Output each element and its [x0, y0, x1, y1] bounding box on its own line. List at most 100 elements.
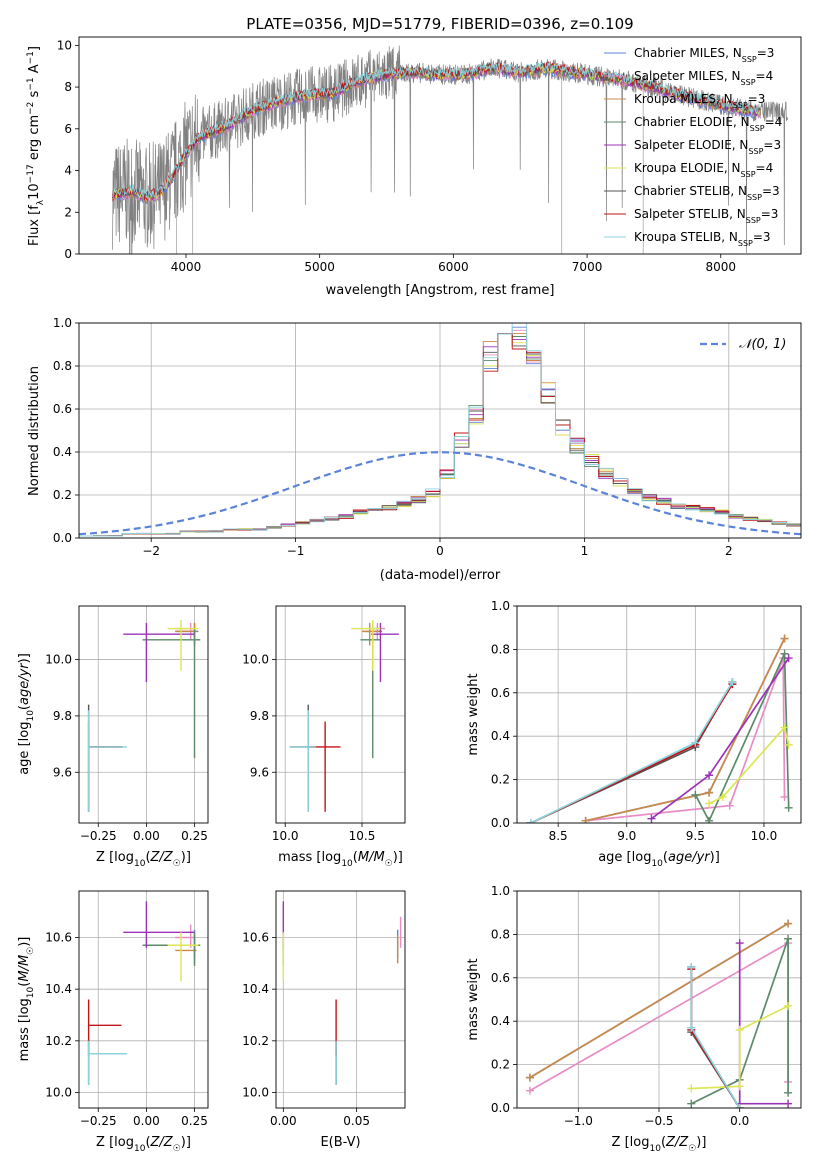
y-tick-label: 10.0 — [45, 653, 72, 667]
y-tick-label: 0.4 — [53, 445, 72, 459]
normal-distribution-curve — [79, 451, 801, 536]
y-axis-label: mass weight — [466, 958, 481, 1040]
weight-point-marker — [691, 738, 700, 747]
weight-point-marker — [705, 771, 714, 780]
y-tick-label: 10.2 — [45, 1034, 72, 1048]
y-tick-label: 4 — [64, 164, 72, 178]
plot-area — [526, 634, 793, 823]
y-tick-label: 10.4 — [242, 982, 269, 996]
weight-point-marker — [784, 1088, 793, 1097]
spectrum-panel: 4000 5000 6000 7000 8000 0 2 4 6 8 10 Chabrier MILE… — [26, 36, 802, 298]
x-tick-label: 0.25 — [181, 1114, 208, 1128]
y-tick-label: 0.8 — [491, 642, 510, 656]
weight-line — [694, 653, 790, 823]
x-tick-label: 7000 — [572, 260, 603, 274]
x-tick-label: 0.25 — [181, 829, 208, 843]
legend-label: Salpeter MILES, NSSP=4 — [634, 69, 773, 87]
y-axis-label: age [log10(age/yr)] — [17, 653, 36, 775]
plot-area — [282, 901, 402, 1085]
y-tick-label: 0.0 — [491, 816, 510, 830]
y-tick-label: 10.0 — [242, 653, 269, 667]
legend-label: Chabrier STELIB, NSSP=3 — [634, 184, 780, 202]
mass-vs-metallicity-panel: −0.25 0.00 0.25 10.0 10.2 10.4 10.6 Z [log10(Z/… — [17, 890, 209, 1154]
legend-label: Chabrier ELODIE, NSSP=4 — [634, 115, 782, 133]
x-axis-label: Z [log10(Z/Z☉)] — [96, 850, 191, 869]
x-axis-label: E(B-V) — [320, 1135, 360, 1150]
y-tick-label: 2 — [64, 205, 72, 219]
y-tick-label: 9.8 — [53, 709, 72, 723]
x-tick-label: 10.0 — [272, 829, 299, 843]
x-axis-label: mass [log10(M/M☉)] — [278, 850, 403, 869]
model-spectrum-line — [111, 61, 761, 202]
x-tick-label: 4000 — [171, 260, 202, 274]
weight-point-marker — [780, 792, 789, 801]
plot-area — [87, 620, 201, 812]
legend-label: 𝒩(0, 1) — [739, 337, 786, 352]
plot-area — [289, 620, 399, 812]
x-axis-label: Z [log10(Z/Z☉)] — [96, 1135, 191, 1154]
x-tick-label: 8.5 — [549, 829, 568, 843]
weight-point-marker — [784, 934, 793, 943]
weight-point-marker — [581, 816, 590, 823]
y-tick-label: 1.0 — [491, 599, 510, 613]
x-tick-label: −0.25 — [80, 1114, 117, 1128]
x-tick-label: 0.00 — [133, 829, 160, 843]
y-tick-label: 10.0 — [242, 1086, 269, 1100]
axes-frame — [78, 36, 802, 255]
x-tick-label: −0.25 — [80, 829, 117, 843]
y-tick-label: 0.0 — [53, 531, 72, 545]
x-axis-label: wavelength [Angstrom, rest frame] — [326, 283, 555, 298]
weight-point-marker — [735, 939, 744, 948]
y-tick-label: 0.6 — [491, 686, 510, 700]
y-tick-label: 1.0 — [491, 884, 510, 898]
weight-line — [690, 938, 789, 1105]
legend-label: Chabrier MILES, NSSP=3 — [634, 46, 774, 64]
y-tick-label: 9.8 — [250, 709, 269, 723]
y-tick-label: 0.4 — [491, 1014, 510, 1028]
legend-label: Salpeter ELODIE, NSSP=3 — [634, 138, 781, 156]
legend-label: Kroupa MILES, NSSP=3 — [634, 92, 765, 110]
x-tick-label: −0.5 — [644, 1114, 673, 1128]
y-axis-label: Flux [fλ10−17 erg cm−2 s−1 A−1] — [26, 46, 46, 246]
y-tick-label: 10.6 — [45, 931, 72, 945]
weight-point-marker — [725, 801, 734, 810]
axes-frame — [275, 605, 406, 824]
x-tick-label: 0.00 — [270, 1114, 297, 1128]
model-spectrum-line — [112, 61, 761, 200]
y-tick-label: 10.2 — [242, 1034, 269, 1048]
weight-line — [585, 657, 786, 822]
y-tick-label: 6 — [64, 122, 72, 136]
weight-vs-age-panel: 8.5 9.0 9.5 10.0 0.0 0.2 0.4 0.6 0.8 1.0 age [log1… — [466, 599, 802, 869]
age-vs-metallicity-panel: −0.25 0.00 0.25 9.6 9.8 10.0 Z [log10(Z/Z☉)] ag… — [17, 605, 209, 869]
y-tick-label: 9.6 — [250, 765, 269, 779]
weight-point-marker — [525, 1086, 534, 1095]
y-axis-label: mass [log10(M/M☉)] — [17, 937, 36, 1062]
weight-point-marker — [525, 1073, 534, 1082]
weight-point-marker — [687, 962, 696, 971]
plot-area — [79, 323, 801, 537]
legend-label: Kroupa STELIB, NSSP=3 — [634, 230, 771, 248]
x-axis-label: (data-model)/error — [380, 568, 501, 583]
weight-point-marker — [735, 1082, 744, 1091]
weight-point-marker — [780, 723, 789, 732]
x-axis-label: age [log10(age/yr)] — [598, 850, 720, 869]
weight-point-marker — [705, 788, 714, 797]
y-tick-label: 8 — [64, 80, 72, 94]
x-tick-label: 10.5 — [349, 829, 376, 843]
weight-line — [708, 725, 790, 805]
weight-point-marker — [784, 919, 793, 928]
legend-label: Kroupa ELODIE, NSSP=4 — [634, 161, 773, 179]
weight-line — [530, 683, 734, 823]
axes-frame — [275, 890, 406, 1109]
x-tick-label: 0.05 — [343, 1114, 370, 1128]
age-vs-mass-panel: 10.0 10.5 9.6 9.8 10.0 mass [log10(M/M☉)] — [242, 605, 406, 869]
x-tick-label: −1.0 — [564, 1114, 593, 1128]
x-tick-label: 5000 — [304, 260, 335, 274]
residual-histogram-panel: −2 −1 0 1 2 0.0 0.2 0.4 0.6 0.8 1.0 𝒩(0, 1) (data-mo… — [27, 316, 802, 583]
weight-point-marker — [784, 1002, 793, 1011]
x-tick-label: 6000 — [438, 260, 469, 274]
x-tick-label: 9.0 — [617, 829, 636, 843]
weight-point-marker — [735, 1104, 744, 1108]
mass-vs-ebv-panel: 0.00 0.05 10.0 10.2 10.4 10.6 E(B-V) — [242, 890, 406, 1150]
